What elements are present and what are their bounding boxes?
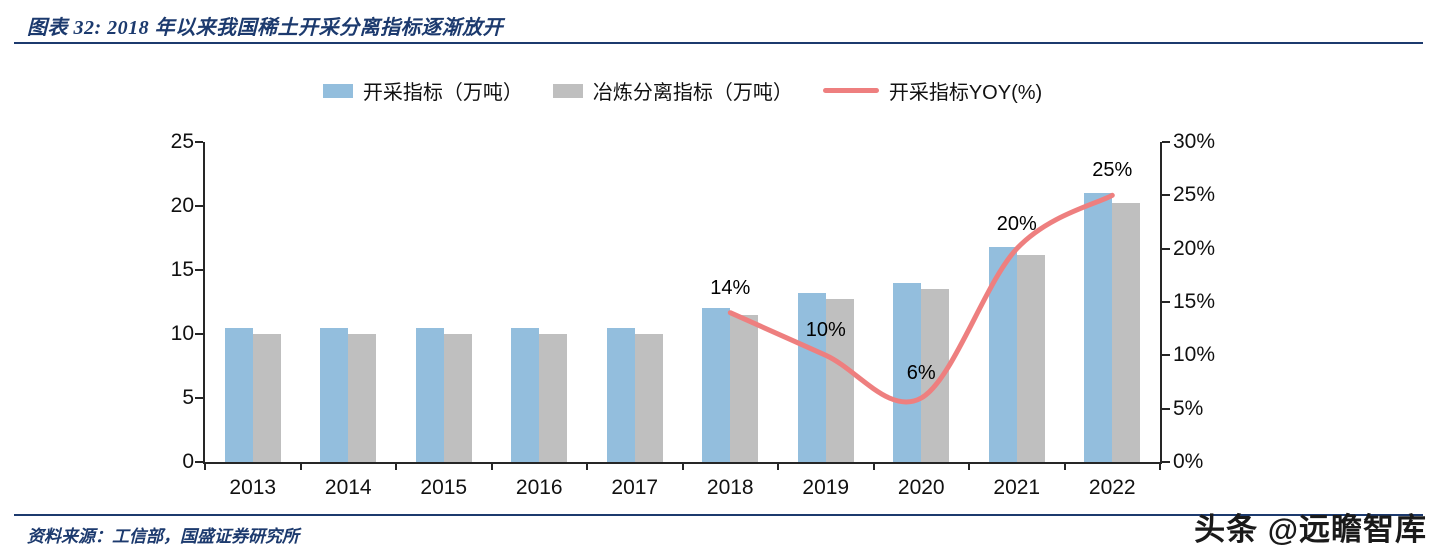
bar-mining-2021: [988, 246, 1017, 462]
right-axis-labels: 0% 5% 10% 15% 20% 25% 30%: [1173, 130, 1263, 473]
source-note: 资料来源：工信部，国盛证券研究所: [27, 527, 299, 546]
footer-divider: [14, 514, 1423, 516]
left-axis-tick-label: 20: [170, 194, 194, 217]
x-axis-labels: 2013 2014 2015 2016 2017 2018 2019 2020 2021 2022: [205, 476, 1160, 502]
left-axis-tickmark: [195, 397, 203, 399]
x-axis-year-label: 2022: [1088, 476, 1136, 499]
legend-swatch-mining-quota: [322, 83, 353, 98]
x-axis-year-label: 2016: [515, 476, 563, 499]
right-axis-tick-label: 25%: [1173, 183, 1216, 207]
right-axis-tick-label: 0%: [1173, 450, 1204, 473]
left-axis-tick-label: 25: [170, 130, 194, 153]
left-axis-labels: 0 5 10 15 20 25: [128, 130, 194, 473]
yoy-data-label: 25%: [1092, 159, 1133, 182]
yoy-data-label: 20%: [996, 212, 1037, 235]
x-axis-year-label: 2019: [802, 476, 850, 499]
yoy-data-label: 14%: [710, 276, 751, 299]
left-axis-tick-label: 10: [170, 322, 194, 345]
figure-title: 图表 32: 2018 年以来我国稀土开采分离指标逐渐放开: [27, 17, 504, 39]
x-axis-year-label: 2018: [706, 476, 754, 499]
right-axis-tickmark: [1162, 407, 1170, 410]
left-axis-tickmark: [195, 141, 203, 143]
x-axis-year-label: 2014: [324, 476, 372, 499]
bar-smelting-2021: [1016, 254, 1045, 462]
legend-item-yoy-line: 开采指标YOY(%): [822, 76, 1043, 105]
x-axis-tickmark: [968, 462, 970, 470]
x-axis-tickmark: [1063, 462, 1066, 470]
x-axis-year-label: 2013: [229, 476, 277, 499]
bar-smelting-2014: [348, 334, 377, 462]
chart-legend: 开采指标（万吨） 冶炼分离指标（万吨） 开采指标YOY(%): [205, 76, 1160, 105]
bar-smelting-2017: [634, 334, 663, 462]
bar-mining-2014: [320, 327, 349, 462]
right-axis-tickmark: [1162, 247, 1170, 250]
bar-mining-2017: [606, 327, 635, 462]
x-axis-tickmark: [1159, 462, 1161, 470]
right-axis-tick-label: 10%: [1173, 343, 1216, 367]
left-axis-tickmark: [195, 205, 203, 207]
x-axis-tickmark: [395, 462, 397, 470]
x-axis-tickmark: [490, 462, 493, 470]
bar-smelting-2018: [730, 314, 759, 462]
x-axis-tickmark: [681, 462, 684, 470]
watermark: 头条 @远瞻智库: [1194, 512, 1427, 547]
legend-item-smelting-quota: 冶炼分离指标（万吨）: [552, 76, 793, 105]
x-axis-year-label: 2021: [993, 476, 1041, 499]
bar-mining-2022: [1084, 193, 1113, 462]
x-axis-tickmark: [204, 462, 206, 470]
legend-label-yoy-line: 开采指标YOY(%): [888, 82, 1043, 104]
x-axis-year-label: 2017: [611, 476, 659, 499]
x-axis-year-label: 2020: [897, 476, 945, 499]
bar-smelting-2016: [539, 334, 568, 462]
legend-label-smelting-quota: 冶炼分离指标（万吨）: [592, 82, 793, 104]
bar-mining-2018: [702, 308, 731, 462]
bar-smelting-2013: [252, 334, 281, 462]
right-axis-tick-label: 30%: [1173, 130, 1216, 153]
chart-plot-area: 14% 10% 6% 20% 25%: [195, 141, 1170, 470]
right-axis-tick-label: 5%: [1173, 396, 1204, 420]
right-axis-tick-label: 15%: [1173, 290, 1216, 313]
legend-item-mining-quota: 开采指标（万吨）: [322, 76, 523, 105]
left-axis-tickmark: [195, 461, 203, 463]
left-axis-tick-label: 15: [170, 258, 194, 281]
right-axis-tickmark: [1162, 354, 1170, 357]
legend-label-mining-quota: 开采指标（万吨）: [362, 82, 523, 104]
right-axis-tickmark: [1162, 461, 1170, 463]
x-axis-tickmark: [299, 462, 302, 470]
bar-mining-2015: [415, 327, 444, 462]
x-axis-tickmark: [872, 462, 875, 470]
yoy-data-label: 10%: [805, 319, 846, 342]
left-axis-tickmark: [195, 333, 203, 335]
legend-swatch-smelting-quota: [552, 83, 583, 98]
bar-mining-2013: [224, 327, 253, 462]
title-divider: [14, 42, 1423, 44]
right-axis-tickmark: [1162, 194, 1170, 197]
bar-mining-2016: [511, 327, 540, 462]
y-axis-right-line: [1160, 142, 1162, 464]
bar-smelting-2022: [1112, 203, 1141, 462]
x-axis-tickmark: [586, 462, 588, 470]
legend-swatch-yoy-line: [822, 88, 879, 93]
bar-smelting-2015: [443, 334, 472, 462]
x-axis-year-label: 2015: [420, 476, 468, 499]
left-axis-tickmark: [195, 269, 203, 271]
right-axis-tickmark: [1162, 141, 1170, 143]
left-axis-tick-label: 0: [182, 450, 194, 473]
yoy-data-label: 6%: [906, 362, 936, 384]
y-axis-left-line: [203, 142, 205, 464]
right-axis-tickmark: [1162, 301, 1170, 303]
x-axis-tickmark: [777, 462, 779, 470]
left-axis-tick-label: 5: [182, 386, 194, 409]
right-axis-tick-label: 20%: [1173, 236, 1216, 260]
